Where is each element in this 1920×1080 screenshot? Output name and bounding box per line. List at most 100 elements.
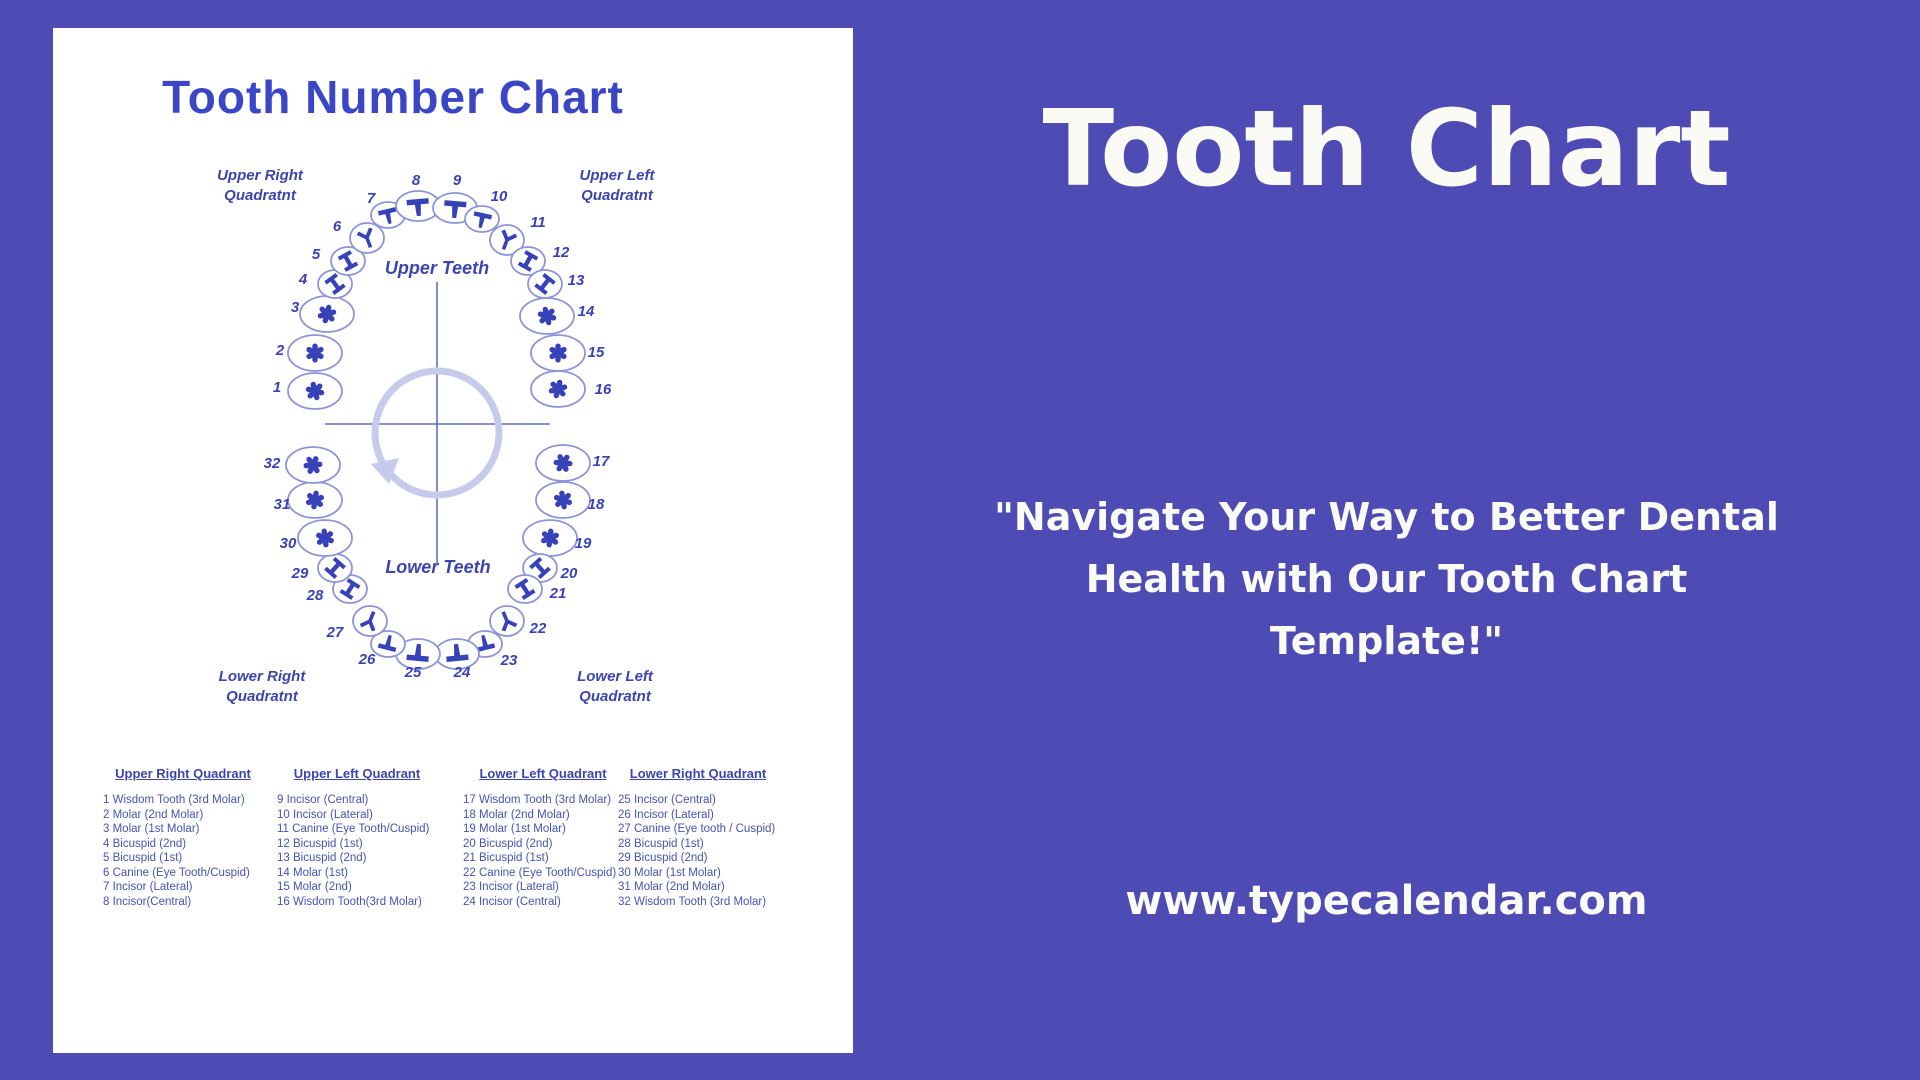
tooth-list-item: 8 Incisor(Central) [103,895,192,908]
canine-glyph-icon [359,611,376,632]
tooth-list-item: 26 Incisor (Lateral) [618,808,714,821]
tooth-number-label: 5 [312,246,321,263]
molar-glyph-icon [306,343,324,363]
bicuspid-glyph-icon [337,250,359,272]
incisorC-glyph-icon [406,643,429,663]
panel-title: Tooth Chart [1042,88,1731,210]
website-url: www.typecalendar.com [1125,878,1648,924]
tooth-list-item: 12 Bicuspid (1st) [277,837,363,850]
tooth-list-item: 20 Bicuspid (2nd) [463,837,553,850]
tooth-number-label: 11 [530,214,546,231]
incisorC-glyph-icon [444,200,467,219]
tooth-list-item: 9 Incisor (Central) [277,794,369,806]
tooth-17: 17 [535,444,610,482]
tooth-list-item: 18 Molar (2nd Molar) [463,808,570,821]
tooth-30: 30 [280,519,353,557]
tooth-number-label: 4 [298,271,308,288]
tooth-number-label: 12 [553,244,570,261]
tooth-number-label: 31 [274,496,291,513]
quote-line: Template!" [1269,619,1504,663]
panel-quote: "Navigate Your Way to Better Dental Heal… [893,486,1880,672]
tooth-list-item: 28 Bicuspid (1st) [618,837,704,850]
tooth-number-label: 3 [291,299,300,316]
tooth-18: 18 [535,481,605,519]
quadrant-list: Upper Right Quadrant 1 Wisdom Tooth (3rd … [95,766,271,909]
tooth-14: 14 [519,297,595,335]
molar-glyph-icon [305,381,325,401]
tooth-list-item: 3 Molar (1st Molar) [103,823,200,835]
tooth-number-label: 26 [358,651,376,668]
tooth-32: 32 [264,446,341,484]
tooth-number-label: 13 [568,272,585,289]
molar-glyph-icon [541,528,559,548]
quote-line: Health with Our Tooth Chart [1085,557,1688,601]
tooth-list-item: 24 Incisor (Central) [463,895,561,908]
tooth-number-label: 30 [280,535,297,552]
tooth-list-item: 1 Wisdom Tooth (3rd Molar) [103,794,245,806]
tooth-list-item: 31 Molar (2nd Molar) [618,881,725,893]
molar-glyph-icon [316,528,334,548]
tooth-13: 13 [527,269,585,299]
canine-glyph-icon [501,611,518,632]
incisor-glyph-icon [377,207,397,225]
quadrant-list-header: Lower Right Quadrant [629,766,767,781]
bicuspid-glyph-icon [534,272,556,296]
upper-teeth-label: Upper Teeth [384,258,490,278]
quadrant-label-line: Upper Left [579,167,655,184]
bicuspid-glyph-icon [529,556,551,580]
tooth-list-item: 16 Wisdom Tooth(3rd Molar) [277,895,422,908]
tooth-list-item: 22 Canine (Eye Tooth/Cuspid) [463,866,617,879]
lower-teeth-label: Lower Teeth [385,557,491,577]
tooth-24: 24 [434,638,480,681]
molar-glyph-icon [305,490,325,510]
tooth-list-item: 13 Bicuspid (2nd) [277,852,367,864]
quadrant-label-line: Lower Left [577,668,653,685]
quadrant-list: Lower Right Quadrant 25 Incisor (Central)… [610,766,786,909]
canine-glyph-icon [356,227,373,248]
quadrant-label-line: Quadratnt [579,688,651,705]
tooth-3: 3 [291,295,355,333]
bicuspid-glyph-icon [324,556,346,580]
tooth-number-label: 32 [264,455,281,472]
tooth-20: 20 [522,553,578,583]
tooth-12: 12 [510,244,570,276]
tooth-5: 5 [312,246,366,276]
incisorC-glyph-icon [406,198,429,217]
tooth-number-label: 15 [588,344,605,361]
tooth-list-item: 23 Incisor (Lateral) [463,881,559,893]
molar-glyph-icon [553,490,573,510]
tooth-number-label: 22 [529,620,547,637]
tooth-number-label: 17 [593,453,610,470]
tooth-22: 22 [489,605,547,637]
incisor-glyph-icon [377,634,397,653]
quadrant-label-line: Lower Right [218,668,306,685]
tooth-list-item: 6 Canine (Eye Tooth/Cuspid) [103,866,250,879]
tooth-list-item: 27 Canine (Eye tooth / Cuspid) [618,823,776,835]
tooth-2: 2 [275,334,343,372]
tooth-number-label: 27 [326,624,344,641]
tooth-number-label: 23 [500,652,518,669]
quadrant-list: Lower Left Quadrant 17 Wisdom Tooth (3rd … [455,766,631,909]
rotation-circle-icon [371,367,503,499]
quote-line: "Navigate Your Way to Better Dental [994,495,1779,539]
tooth-number-label: 21 [549,585,567,602]
tooth-number-label: 24 [453,664,471,681]
tooth-list-item: 32 Wisdom Tooth (3rd Molar) [618,895,767,908]
tooth-list-item: 11 Canine (Eye Tooth/Cuspid) [277,823,430,835]
tooth-4: 4 [298,269,353,299]
quadrant-label-line: Upper Right [217,167,303,184]
tooth-list-item: 5 Bicuspid (1st) [103,852,183,864]
tooth-chart-page: Tooth Number Chart Upper Right Quadratnt… [53,28,853,1053]
tooth-8: 8 [395,172,441,222]
tooth-number-label: 9 [453,172,462,189]
quadrant-label-line: Quadratnt [581,187,653,204]
upper-right-quadrant-label: Upper Right Quadratnt [175,166,345,206]
tooth-list-item: 17 Wisdom Tooth (3rd Molar) [463,794,612,806]
tooth-31: 31 [274,481,343,519]
quadrant-label-line: Quadratnt [226,688,298,705]
tooth-list-item: 30 Molar (1st Molar) [618,866,721,879]
tooth-25: 25 [395,638,441,681]
tooth-list-item: 2 Molar (2nd Molar) [103,808,204,821]
